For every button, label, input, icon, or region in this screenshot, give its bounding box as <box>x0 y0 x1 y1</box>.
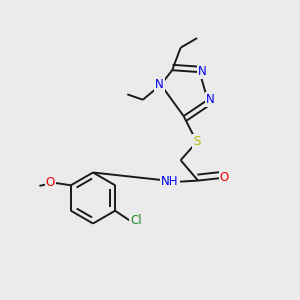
Text: S: S <box>193 135 200 148</box>
Text: N: N <box>155 78 164 91</box>
Text: Cl: Cl <box>130 214 142 227</box>
Text: O: O <box>220 171 229 184</box>
Text: NH: NH <box>161 175 178 188</box>
Text: N: N <box>206 93 215 106</box>
Text: O: O <box>46 176 55 189</box>
Text: N: N <box>198 65 206 78</box>
